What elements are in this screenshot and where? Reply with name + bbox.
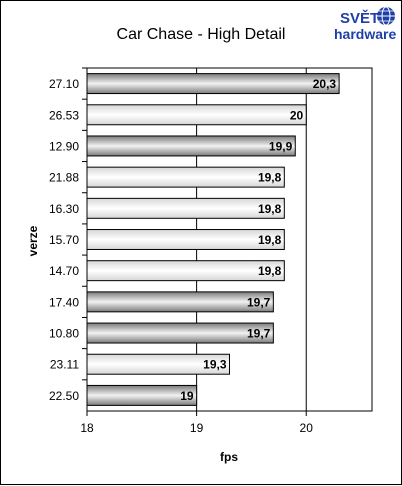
x-tick-label: 20 — [300, 421, 314, 435]
category-label-23.11: 23.11 — [50, 358, 79, 372]
bar-16.30 — [86, 197, 285, 219]
bars — [86, 73, 340, 406]
bar-value-label: 19,7 — [247, 327, 271, 341]
category-label-21.88: 21.88 — [49, 171, 79, 185]
bar-value-label: 19,3 — [203, 358, 227, 372]
bar-14.70 — [86, 260, 285, 282]
bar-10.80 — [86, 322, 274, 344]
bar-17.40 — [86, 291, 274, 313]
category-label-14.70: 14.70 — [49, 264, 79, 278]
bar-22.50 — [86, 384, 198, 406]
logo-line2: hardware — [334, 26, 396, 42]
bar-12.90 — [86, 135, 296, 157]
category-label-27.10: 27.10 — [49, 77, 79, 91]
bar-15.70 — [86, 229, 285, 250]
bar-value-label: 19 — [180, 389, 194, 403]
bar-value-label: 19,8 — [258, 264, 282, 278]
chart-title: Car Chase - High Detail — [117, 26, 286, 43]
y-axis-label: verze — [26, 225, 40, 256]
bar-26.53 — [86, 104, 307, 126]
category-label-16.30: 16.30 — [49, 202, 79, 216]
bar-value-label: 19,7 — [247, 295, 271, 309]
bar-value-label: 19,9 — [269, 139, 293, 153]
globe-icon — [377, 6, 395, 26]
category-label-26.53: 26.53 — [49, 108, 79, 122]
category-label-17.40: 17.40 — [49, 295, 79, 309]
logo-line1: SVĚT — [340, 9, 379, 27]
bar-21.88 — [86, 166, 285, 188]
x-tick-label: 19 — [190, 421, 204, 435]
bar-23.11 — [86, 353, 230, 375]
category-label-12.90: 12.90 — [49, 139, 79, 153]
x-axis-label: fps — [220, 450, 238, 464]
bar-value-label: 20,3 — [313, 77, 337, 91]
category-labels: 27.10 26.53 12.90 21.88 16.30 15.70 14.70 17.40… — [49, 67, 87, 403]
category-label-15.70: 15.70 — [49, 233, 79, 247]
logo: SVĚT hardware — [334, 6, 396, 42]
bar-labels: 20,3 20 19,9 19,8 19,8 19,8 19,8 19,7 19,7 19,3 19 — [180, 77, 336, 403]
bar-27.10 — [86, 73, 340, 95]
bar-value-label: 19,8 — [258, 171, 282, 185]
x-tick-labels: 18 19 20 — [80, 411, 313, 435]
category-label-22.50: 22.50 — [49, 389, 79, 403]
bar-value-label: 19,8 — [258, 202, 282, 216]
x-tick-label: 18 — [80, 421, 94, 435]
category-label-10.80: 10.80 — [49, 327, 79, 341]
bar-value-label: 19,8 — [258, 233, 282, 247]
bar-value-label: 20 — [290, 108, 304, 122]
